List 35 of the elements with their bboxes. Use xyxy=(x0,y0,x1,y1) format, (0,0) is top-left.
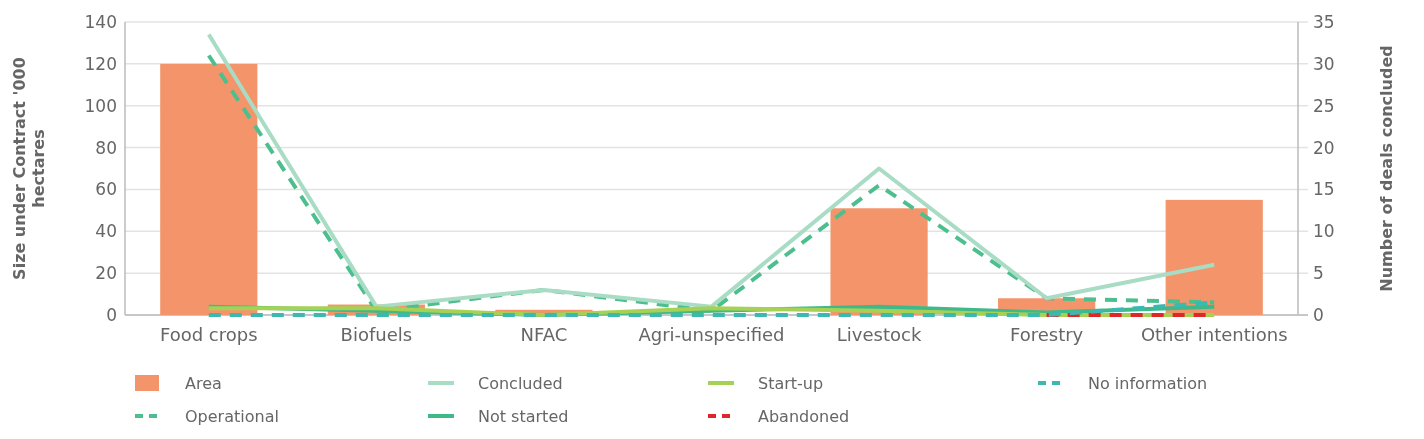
y2-tick-label: 0 xyxy=(1313,304,1324,325)
bar xyxy=(830,208,928,315)
y-tick-label: 60 xyxy=(95,179,117,200)
y2-tick-label: 15 xyxy=(1313,179,1335,200)
y2-tick-label: 35 xyxy=(1313,11,1335,32)
x-tick-label: Other intentions xyxy=(1140,324,1288,345)
x-tick-label: Livestock xyxy=(836,324,922,345)
y-tick-label: 0 xyxy=(106,304,117,325)
x-tick-label: Forestry xyxy=(1009,324,1084,345)
legend-label: Not started xyxy=(478,406,569,426)
y-tick-label: 20 xyxy=(95,263,117,284)
legend-label: Concluded xyxy=(478,373,563,393)
y-tick-label: 140 xyxy=(84,11,117,32)
legend-label: Abandoned xyxy=(758,406,850,426)
bar xyxy=(1165,199,1263,315)
y2-tick-label: 10 xyxy=(1313,221,1335,242)
y2-tick-label: 20 xyxy=(1313,137,1335,158)
legend-label: Operational xyxy=(185,406,279,426)
y-tick-label: 40 xyxy=(95,221,117,242)
y-tick-label: 120 xyxy=(84,53,117,74)
bar xyxy=(160,63,258,315)
legend-label: Start-up xyxy=(758,373,824,393)
x-tick-label: Agri-unspecified xyxy=(638,324,785,345)
y-axis-title: Size under Contract '000 hectares xyxy=(10,57,49,280)
y-tick-label: 100 xyxy=(84,95,117,116)
y2-tick-label: 30 xyxy=(1313,53,1335,74)
y2-tick-label: 5 xyxy=(1313,263,1324,284)
y2-axis-title: Number of deals concluded xyxy=(1377,45,1396,292)
legend-label: Area xyxy=(185,373,222,393)
x-tick-label: Food crops xyxy=(159,324,258,345)
x-tick-label: NFAC xyxy=(520,324,568,345)
y2-tick-label: 25 xyxy=(1313,95,1335,116)
legend-label: No information xyxy=(1088,373,1208,393)
x-tick-label: Biofuels xyxy=(340,324,413,345)
y-tick-label: 80 xyxy=(95,137,117,158)
